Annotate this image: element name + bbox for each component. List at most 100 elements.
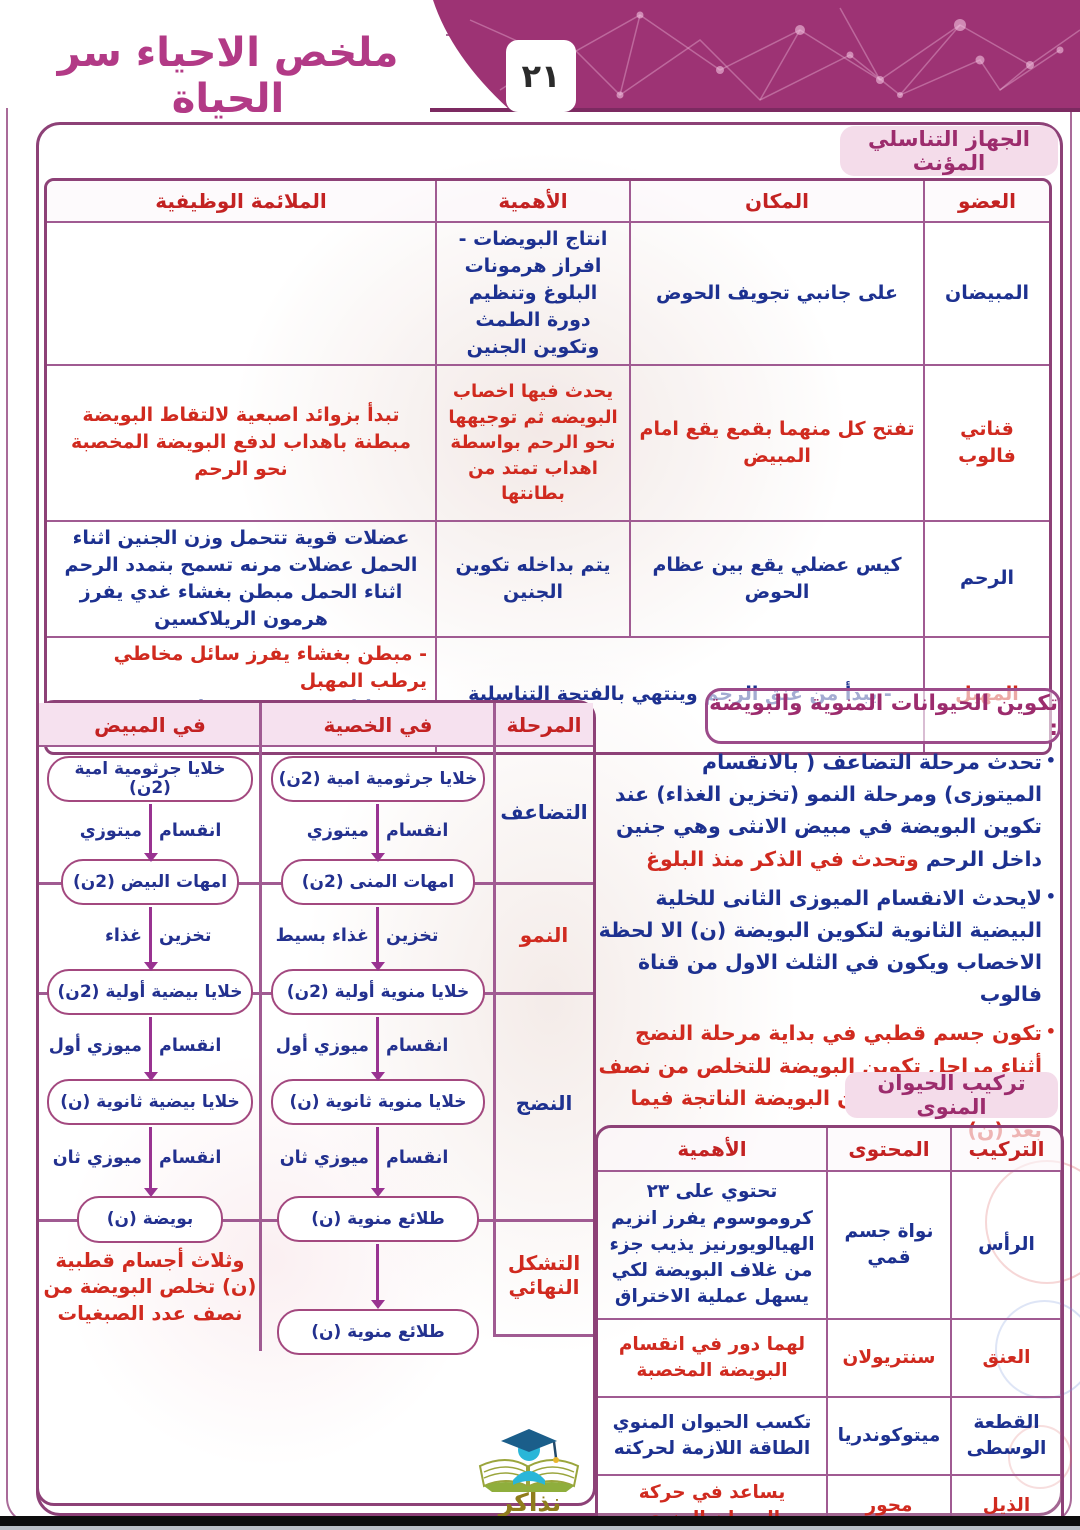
location-cell: كيس عضلي يقع بين عظام الحوض [629,519,925,638]
arrow-label: انقسام [386,1036,449,1057]
flow-box: بويضة (ن) [77,1196,223,1243]
flow-arrow-icon: انقسام ميتوزي [80,804,221,862]
col-ovary: في المبيض [94,713,206,737]
column-divider [493,703,496,1336]
adaptation-line: - مبطن بغشاء يفرز سائل مخاطي يرطب المهبل [113,642,427,692]
flow-box: خلايا بيضية ثانوية (ن) [47,1079,253,1125]
col-importance: الأهمية [435,180,631,223]
part-cell: القطعة الوسطى [950,1396,1061,1476]
table-header-row: التركيب المحتوى الأهمية [598,1128,1061,1172]
table-row: قناتي فالوب تفتح كل منهما بقمع يقع امام … [47,363,1049,522]
flow-box: امهات البيض (2ن) [61,859,239,905]
location-cell: تفتح كل منهما بقمع يقع امام المبيض [629,363,925,522]
section-title-female-system: الجهاز التناسلي المؤنث [840,126,1058,176]
flow-arrow-icon: انقسام ميوزي ثان [53,1127,221,1197]
organ-cell: الرحم [923,519,1049,638]
arrow-label: ميوزي أول [275,1036,369,1057]
content-cell: ميتوكوندريا [826,1396,952,1476]
arrow-label: انقسام [159,1036,222,1057]
flow-box: خلايا جرثومية امية (2ن) [271,756,485,802]
section-title-text: تركيب الحيوان المنوى [877,1071,1026,1119]
arrow-label: ميوزي أول [48,1036,142,1057]
col-part: التركيب [950,1128,1061,1172]
sperm-structure-table: التركيب المحتوى الأهمية الرأس نواة جسم ق… [595,1125,1064,1530]
stage-label: التضاعف [500,800,588,824]
stage-column-bottom [493,1334,593,1337]
importance-cell: لهما دور في انقسام البويضة المخصبة [598,1318,828,1398]
content-cell: سنتريولان [826,1318,952,1398]
header-title-area [6,12,446,108]
section-title-sperm-structure: تركيب الحيوان المنوى [845,1071,1058,1119]
female-system-table: العضو المكان الأهمية الملائمة الوظيفية ا… [44,178,1052,755]
col-organ: العضو [923,180,1049,223]
bullet-icon: • [1045,886,1056,906]
bullet-text: تحدث مرحلة التضاعف ( بالانقسام الميتوزى)… [614,750,1042,871]
table-row: العنق سنتريولان لهما دور في انقسام البوي… [598,1318,1061,1398]
col-content: المحتوى [826,1128,952,1172]
arrow-label: غذاء [104,926,142,947]
flow-box: امهات المنى (2ن) [281,859,475,905]
part-cell: الرأس [950,1170,1061,1320]
gametogenesis-notes: • تحدث مرحلة التضاعف ( بالانقسام الميتوز… [598,746,1056,1153]
page-title: ملخص الاحياء سر الحياة [57,30,399,122]
importance-cell: تحتوي على ٢٣ كروموسوم يفرز انزيم الهيالو… [598,1170,828,1320]
flow-box: خلايا جرثومية امية (2ن) [47,756,253,802]
arrow-label: تخزين [386,926,439,947]
stage-label: التشكل النهائي [507,1251,581,1299]
col-importance: الأهمية [598,1128,828,1172]
bullet-icon: • [1045,751,1056,770]
bullet-item: • تحدث مرحلة التضاعف ( بالانقسام الميتوز… [598,746,1056,875]
adaptation-cell [47,221,437,366]
arrow-label: ميوزي ثان [52,1148,142,1169]
bullet-text: لايحدث الانقسام الميوزى الثانى للخلية ال… [598,885,1042,1007]
section-title-text: الجهاز التناسلي المؤنث [868,127,1030,175]
flow-arrow-icon: انقسام ميوزي أول [276,1017,448,1081]
page-number: ٢١ [521,57,561,95]
bullet-text: وتحدث في الذكر منذ البلوغ [645,846,919,871]
flow-arrow-icon [370,1244,385,1309]
flow-arrow-icon: تخزين غذاء [105,907,211,971]
col-testis: في الخصية [323,713,433,737]
arrow-label: انقسام [386,1148,449,1169]
page-number-tab: ٢١ [506,40,576,112]
flow-box: طلائع منوية (ن) [277,1309,479,1355]
importance-cell: انتاج البويضات - افراز هرمونات البلوغ وت… [435,221,631,366]
location-cell: على جانبي تجويف الحوض [629,221,925,366]
section-title-gametogenesis: تكوين الحيوانات المنوية والبويضة : [705,688,1061,744]
table-header-row: العضو المكان الأهمية الملائمة الوظيفية [47,180,1049,223]
flow-box: خلايا منوية أولية (2ن) [271,969,485,1015]
col-stage: المرحلة [506,713,582,737]
organ-cell: المبيضان [923,221,1049,366]
arrow-label: ميتوزي [306,821,369,841]
bottom-gray-strip [0,1526,1080,1530]
importance-cell: تكسب الحيوان المنوي الطاقة اللازمة لحركت… [598,1396,828,1476]
column-divider [259,703,262,1351]
table-row: القطعة الوسطى ميتوكوندريا تكسب الحيوان ا… [598,1396,1061,1476]
arrow-label: ميتوزي [79,821,142,841]
importance-cell: يتم بداخله تكوين الجنين [435,519,631,638]
polar-bodies-note: وثلاث أجسام قطبية (ن) تخلص البويضة من نص… [43,1249,257,1325]
table-row: المبيضان على جانبي تجويف الحوض انتاج الب… [47,221,1049,366]
arrow-label: انقسام [159,821,222,841]
flow-box: خلايا منوية ثانوية (ن) [271,1079,485,1125]
content-cell: نواة جسم قمي [826,1170,952,1320]
organ-cell: قناتي فالوب [923,363,1049,522]
bullet-item: • لايحدث الانقسام الميوزى الثانى للخلية … [598,882,1056,1011]
flow-arrow-icon: انقسام ميتوزي [307,804,448,862]
adaptation-cell: تبدأ بزوائد اصبعية لالتقاط البويضة مبطنة… [47,363,437,522]
col-adaptation: الملائمة الوظيفية [47,180,437,223]
bullet-icon: • [1045,1022,1056,1042]
arrow-label: ميوزي ثان [279,1148,369,1169]
flow-box: خلايا بيضية أولية (2ن) [47,969,253,1015]
gametogenesis-flowchart: المرحلة في الخصية في المبيض التضاعف النم… [36,700,596,1506]
section-title-text: تكوين الحيوانات المنوية والبويضة : [709,691,1058,741]
flow-box: طلائع منوية (ن) [277,1196,479,1242]
importance-cell: يحدث فيها اخصاب البويضه ثم توجيهها نحو ا… [435,363,631,522]
col-location: المكان [629,180,925,223]
arrow-label: غذاء بسيط [275,926,369,947]
logo-arabic: نذاكر [498,1488,562,1517]
flow-arrow-icon: انقسام ميوزي أول [49,1017,221,1081]
bottom-black-strip [0,1516,1080,1526]
flowchart-header [39,703,593,747]
